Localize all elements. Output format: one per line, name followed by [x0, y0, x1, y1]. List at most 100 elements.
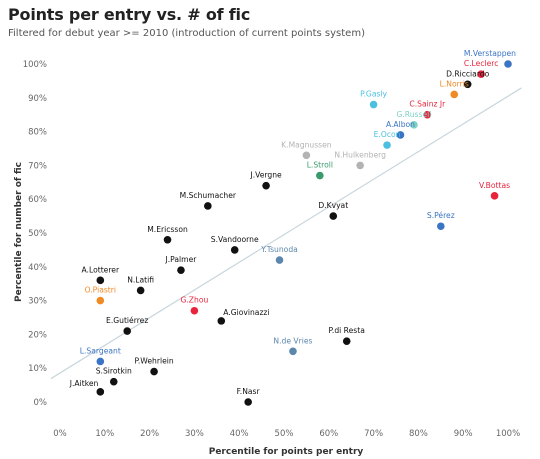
y-axis-label: Percentile for number of fic — [14, 162, 24, 302]
x-tick-label: 30% — [185, 429, 204, 439]
point-label: E.Ocon — [374, 130, 401, 139]
x-tick-label: 90% — [454, 429, 473, 439]
scatter-point — [396, 131, 405, 139]
scatter-point — [230, 246, 239, 254]
point-label: C.Sainz Jr — [409, 100, 446, 109]
scatter-point — [356, 161, 364, 170]
scatter-point — [477, 70, 485, 78]
scatter-point — [289, 347, 297, 356]
point-label: P.di Resta — [329, 326, 365, 335]
scatter-point — [437, 222, 445, 231]
scatter-point — [410, 121, 418, 129]
point-label: P.Gasly — [360, 90, 387, 99]
scatter-point — [96, 357, 105, 366]
trendline-layer — [50, 87, 522, 380]
x-tick-label: 100% — [496, 429, 520, 439]
y-tick-label: 60% — [28, 195, 47, 205]
data-points: M.VerstappenC.LeclercD.RicciardoL.Norris… — [69, 49, 516, 406]
scatter-point — [96, 276, 105, 285]
scatter-point — [316, 171, 324, 180]
scatter-point — [136, 286, 145, 295]
point-label: K.Magnussen — [281, 140, 332, 149]
x-tick-label: 50% — [275, 429, 294, 439]
x-tick-label: 10% — [95, 429, 114, 439]
point-label: J.Aitken — [69, 379, 99, 388]
point-label: S.Sirotkin — [96, 367, 132, 376]
scatter-point — [329, 212, 338, 220]
x-tick-label: 40% — [230, 429, 249, 439]
scatter-point — [262, 181, 270, 190]
x-tick-label: 0% — [53, 429, 67, 439]
scatter-point — [302, 151, 311, 160]
chart-subtitle: Filtered for debut year >= 2010 (introdu… — [8, 28, 365, 39]
x-axis-label: Percentile for points per entry — [209, 447, 364, 457]
point-label: J.Palmer — [165, 255, 198, 264]
point-label: M.Schumacher — [180, 191, 237, 200]
point-label: Y.Tsunoda — [260, 245, 298, 254]
y-tick-label: 90% — [28, 94, 47, 104]
point-label: F.Nasr — [237, 387, 261, 396]
x-tick-label: 60% — [319, 429, 338, 439]
point-label: A.Lotterer — [82, 265, 120, 274]
y-axis-ticks: 0% 10% 20% 30% 40% 50% 60% 70% 80% 90% 100% — [23, 60, 47, 408]
point-label: C.Leclerc — [464, 59, 499, 68]
scatter-point — [369, 100, 378, 109]
y-tick-label: 70% — [28, 161, 47, 171]
scatter-point — [504, 60, 512, 68]
point-label: N.Hulkenberg — [334, 150, 386, 159]
point-label: V.Bottas — [479, 181, 510, 190]
scatter-point — [463, 80, 472, 89]
point-label: N.Latifi — [127, 275, 154, 284]
point-label: L.Norris — [440, 79, 469, 88]
scatter-point — [204, 202, 212, 210]
y-tick-label: 10% — [28, 364, 47, 374]
point-label: A.Albon — [386, 120, 415, 129]
y-tick-label: 20% — [28, 330, 47, 340]
x-tick-label: 70% — [364, 429, 383, 439]
point-label: G.Zhou — [181, 296, 209, 305]
point-label: L.Sargeant — [80, 346, 121, 355]
point-label: O.Piastri — [85, 286, 116, 295]
scatter-point — [123, 327, 131, 335]
point-label: E.Gutiérrez — [106, 316, 148, 325]
x-tick-label: 20% — [140, 429, 159, 439]
point-label: P.Wehrlein — [134, 357, 173, 366]
scatter-point — [244, 398, 252, 406]
scatter-point — [423, 110, 432, 119]
chart-title: Points per entry vs. # of fic — [8, 5, 251, 24]
trendline — [50, 87, 522, 380]
scatter-point — [490, 192, 499, 200]
y-tick-label: 100% — [23, 60, 47, 70]
point-label: J.Vergne — [249, 171, 282, 180]
x-tick-label: 80% — [409, 429, 428, 439]
y-tick-label: 40% — [28, 263, 47, 273]
scatter-point — [217, 317, 226, 325]
point-label: D.Ricciardo — [446, 69, 490, 78]
point-label: S.Vandoorne — [211, 235, 259, 244]
scatter-point — [342, 337, 351, 345]
scatter-point — [275, 256, 284, 264]
point-label: M.Ericsson — [147, 225, 188, 234]
x-axis-ticks: 0% 10% 20% 30% 40% 50% 60% 70% 80% 90% 100% — [53, 429, 520, 439]
scatter-point — [190, 306, 199, 315]
scatter-point — [109, 377, 118, 386]
point-label: D.Kvyat — [318, 201, 348, 210]
y-tick-label: 50% — [28, 229, 47, 239]
scatter-point — [150, 367, 158, 376]
point-label: A.Giovinazzi — [223, 308, 269, 317]
scatter-point — [177, 266, 185, 274]
point-label: S.Pérez — [427, 211, 455, 220]
point-label: G.Russell — [396, 110, 431, 119]
scatter-point — [163, 235, 172, 244]
point-label: N.de Vries — [273, 336, 312, 345]
point-label: M.Verstappen — [464, 49, 516, 58]
y-tick-label: 30% — [28, 297, 47, 307]
scatter-point — [383, 141, 391, 149]
scatter-point — [96, 296, 105, 305]
y-tick-label: 80% — [28, 128, 47, 138]
scatter-point — [450, 90, 459, 99]
point-label: L.Stroll — [307, 161, 333, 170]
y-tick-label: 0% — [34, 398, 48, 408]
